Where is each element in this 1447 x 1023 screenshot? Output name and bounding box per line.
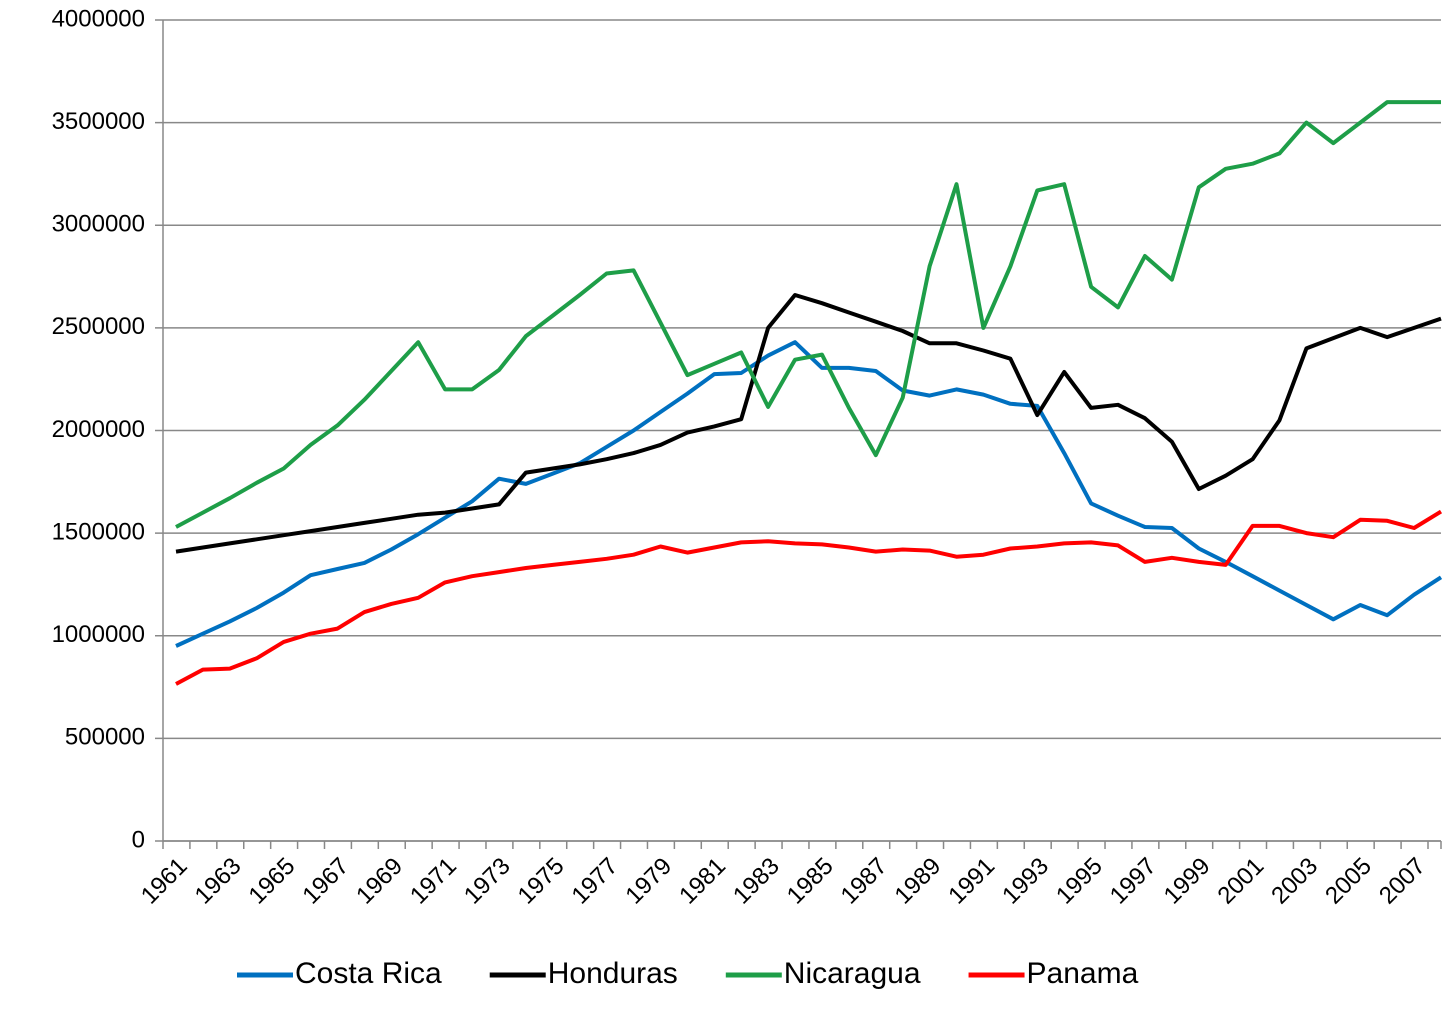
legend-label: Nicaragua [784, 957, 921, 990]
x-tick-label: 1967 [297, 853, 354, 910]
y-tick-label: 4000000 [52, 5, 145, 32]
y-tick-label: 500000 [65, 724, 145, 751]
x-tick-label: 1991 [943, 853, 1000, 910]
x-tick-label: 2003 [1266, 853, 1323, 910]
x-tick-label: 1999 [1159, 853, 1216, 910]
line-series [175, 293, 1442, 554]
y-tick-label: 2500000 [52, 313, 145, 340]
y-tick-label: 2000000 [52, 416, 145, 443]
x-tick-label: 1995 [1051, 853, 1108, 910]
x-tick-label: 2001 [1212, 853, 1269, 910]
x-tick-label: 1997 [1105, 853, 1162, 910]
x-tick-label: 1981 [674, 853, 731, 910]
x-tick-label: 2005 [1320, 853, 1377, 910]
x-tick-label: 1983 [728, 853, 785, 910]
x-tick-label: 1963 [190, 853, 247, 910]
x-tick-label: 1979 [620, 853, 677, 910]
y-tick-label: 3500000 [52, 108, 145, 135]
x-tick-label: 1987 [836, 853, 893, 910]
x-tick-label: 1969 [351, 853, 408, 910]
x-tick-label: 1993 [997, 853, 1054, 910]
x-tick-label: 1961 [136, 853, 193, 910]
y-tick-label: 0 [132, 826, 145, 853]
legend-label: Costa Rica [295, 957, 442, 990]
x-tick-label: 1965 [244, 853, 301, 910]
line-series [175, 100, 1441, 529]
legend-label: Panama [1027, 957, 1139, 990]
x-tick-label: 1977 [567, 853, 624, 910]
y-tick-label: 1500000 [52, 518, 145, 545]
x-tick-label: 1973 [459, 853, 516, 910]
x-tick-label: 1985 [782, 853, 839, 910]
x-tick-label: 1975 [513, 853, 570, 910]
y-tick-label: 1000000 [52, 621, 145, 648]
line-series [175, 509, 1443, 686]
legend-label: Honduras [548, 957, 678, 990]
x-tick-label: 1989 [890, 853, 947, 910]
line-series [175, 340, 1443, 648]
y-tick-label: 3000000 [52, 211, 145, 238]
x-tick-label: 2007 [1374, 853, 1431, 910]
x-tick-label: 1971 [405, 853, 462, 910]
